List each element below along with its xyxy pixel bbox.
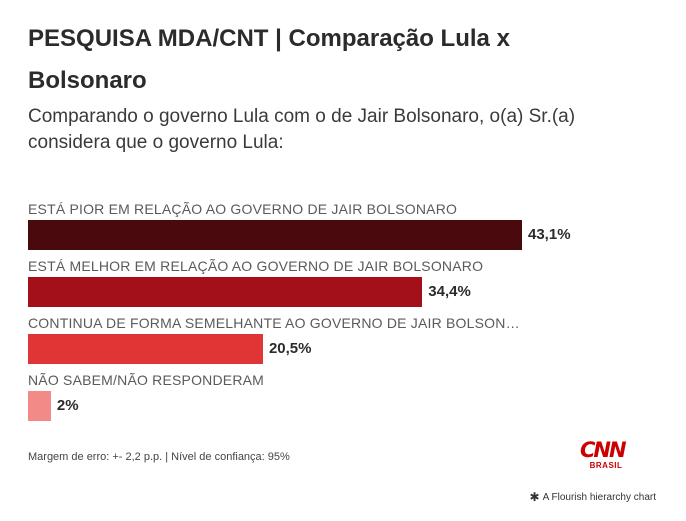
chart-subtitle: Comparando o governo Lula com o de Jair …: [28, 106, 576, 153]
bar-chart: ESTÁ PIOR EM RELAÇÃO AO GOVERNO DE JAIR …: [28, 200, 668, 430]
flourish-credit[interactable]: ✱ A Flourish hierarchy chart: [530, 491, 656, 503]
cnn-brasil-logo: CNN BRASIL: [580, 438, 628, 471]
category-label: ESTÁ PIOR EM RELAÇÃO AO GOVERNO DE JAIR …: [28, 201, 458, 217]
value-label: 2%: [56, 397, 79, 414]
bar-row: ESTÁ MELHOR EM RELAÇÃO AO GOVERNO DE JAI…: [28, 257, 668, 311]
category-label: ESTÁ MELHOR EM RELAÇÃO AO GOVERNO DE JAI…: [28, 258, 484, 274]
bar[interactable]: [28, 334, 263, 364]
category-label: CONTINUA DE FORMA SEMELHANTE AO GOVERNO …: [28, 315, 528, 331]
bar[interactable]: [28, 277, 423, 307]
bar-row: ESTÁ PIOR EM RELAÇÃO AO GOVERNO DE JAIR …: [28, 200, 668, 254]
flourish-credit-text: A Flourish hierarchy chart: [542, 491, 656, 503]
value-label: 34,4%: [428, 283, 471, 300]
bar[interactable]: [28, 391, 51, 421]
chart-title: PESQUISA MDA/CNT | Comparação Lula x Bol…: [28, 25, 510, 94]
flourish-icon: ✱: [529, 490, 540, 504]
logo-subtext: BRASIL: [589, 461, 623, 470]
bar[interactable]: [28, 220, 522, 250]
logo-text: CNN: [580, 438, 627, 462]
bar-row: CONTINUA DE FORMA SEMELHANTE AO GOVERNO …: [28, 314, 668, 368]
value-label: 43,1%: [528, 226, 571, 243]
error-margin-note: Margem de erro: +- 2,2 p.p. | Nível de c…: [28, 451, 290, 463]
bar-row: NÃO SABEM/NÃO RESPONDERAM 2%: [28, 371, 668, 425]
value-label: 20,5%: [268, 340, 312, 357]
category-label: NÃO SABEM/NÃO RESPONDERAM: [28, 372, 265, 388]
